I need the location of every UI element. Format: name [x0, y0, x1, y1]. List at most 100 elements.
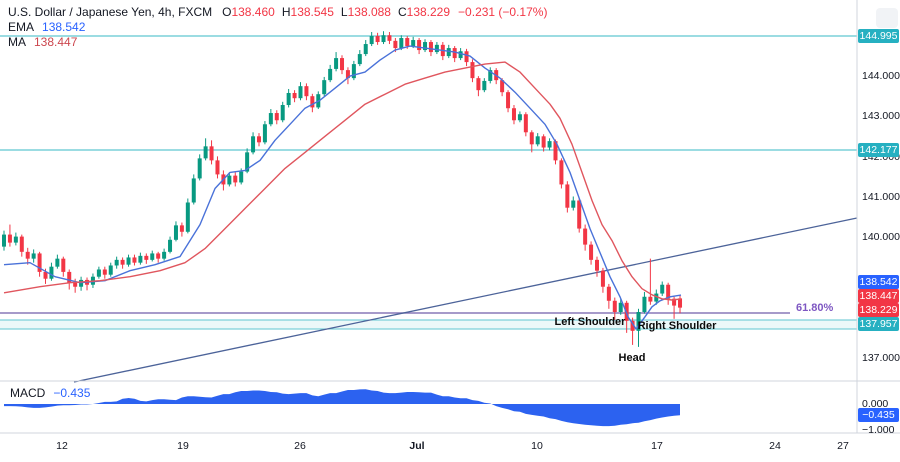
- candle-body: [606, 286, 611, 301]
- candle-body: [256, 136, 261, 143]
- candle-body: [476, 78, 481, 91]
- candle-body: [535, 136, 540, 145]
- candle-body: [482, 80, 487, 91]
- right-shoulder-annotation[interactable]: Right Shoulder: [637, 320, 717, 332]
- candle-body: [2, 234, 6, 247]
- candle-body: [636, 312, 641, 331]
- candle-body: [393, 40, 398, 49]
- price-badge-142177: 142.177: [858, 143, 899, 157]
- price-tick-label: 137.000: [862, 352, 900, 364]
- price-tick-label: 144.000: [862, 70, 900, 82]
- candle-body: [132, 257, 137, 263]
- time-axis-label: 27: [837, 440, 849, 452]
- candle-body: [523, 114, 528, 133]
- candle-body: [286, 92, 291, 106]
- ohlc-close-key: C: [397, 5, 407, 19]
- candle-body: [209, 146, 214, 161]
- macd-label: MACD: [10, 386, 46, 400]
- price-badge-138447: 138.447: [858, 289, 899, 303]
- candle-body: [239, 171, 244, 183]
- candle-body: [13, 236, 18, 243]
- candle-body: [102, 269, 107, 275]
- candle-body: [464, 51, 469, 63]
- price-badge-137957: 137.957: [858, 317, 899, 331]
- candle-body: [162, 251, 167, 259]
- candle-body: [304, 86, 309, 97]
- ema-line: [3, 45, 682, 330]
- candle-body: [55, 258, 60, 267]
- candle-body: [179, 225, 184, 232]
- candle-body: [452, 48, 457, 59]
- candle-body: [589, 244, 594, 260]
- candle-body: [227, 175, 232, 185]
- candle-body: [571, 200, 576, 208]
- candle-body: [428, 42, 433, 53]
- candle-body: [61, 258, 66, 272]
- candle-body: [423, 42, 428, 51]
- candle-body: [25, 251, 30, 259]
- price-tick-label: 0.000: [862, 398, 889, 410]
- candle-body: [322, 80, 327, 95]
- candle-body: [126, 257, 131, 265]
- candle-body: [363, 44, 368, 55]
- candle-body: [387, 35, 392, 41]
- ma-line: [3, 61, 682, 301]
- candle-body: [678, 298, 683, 308]
- candle-body: [541, 136, 546, 148]
- chart-legend: U.S. Dollar / Japanese Yen, 4h, FXCM O 13…: [8, 5, 547, 50]
- candle-body: [96, 269, 101, 277]
- candle-body: [43, 271, 48, 279]
- candle-body: [672, 298, 677, 306]
- candle-body: [351, 64, 356, 79]
- macd-legend-row[interactable]: MACD −0.435: [10, 386, 90, 400]
- head-annotation[interactable]: Head: [618, 352, 646, 364]
- candle-body: [73, 282, 78, 287]
- ema-legend-row[interactable]: EMA 138.542: [8, 20, 547, 34]
- candle-body: [411, 40, 416, 47]
- candle-body: [114, 259, 119, 266]
- ohlc-high-value: 138.545: [290, 5, 334, 19]
- candle-body: [37, 253, 42, 272]
- candle-body: [67, 271, 72, 283]
- candle-body: [500, 80, 505, 93]
- candle-body: [583, 228, 588, 245]
- candle-body: [203, 146, 208, 159]
- ohlc-low-key: L: [340, 5, 348, 19]
- candle-body: [144, 255, 149, 260]
- time-axis-label: 12: [56, 440, 68, 452]
- support-zone: [0, 320, 857, 329]
- ma-legend-row[interactable]: MA 138.447: [8, 35, 547, 49]
- candle-body: [565, 184, 570, 208]
- candle-body: [340, 58, 345, 71]
- price-tick-label: 141.000: [862, 191, 900, 203]
- candle-body: [173, 225, 178, 240]
- candle-body: [446, 48, 451, 57]
- candle-body: [381, 35, 386, 43]
- time-axis-label: Jul: [409, 440, 425, 452]
- ohlc-open-value: 138.460: [231, 5, 275, 19]
- candle-body: [185, 202, 190, 232]
- candle-body: [517, 114, 522, 121]
- price-change: −0.231 (−0.17%): [458, 5, 548, 19]
- time-axis[interactable]: [0, 433, 900, 462]
- macd-value: −0.435: [53, 386, 91, 400]
- left-shoulder-annotation[interactable]: Left Shoulder: [554, 316, 626, 328]
- symbol-legend-row[interactable]: U.S. Dollar / Japanese Yen, 4h, FXCM O 13…: [8, 5, 547, 19]
- candle-body: [138, 255, 143, 263]
- candle-body: [375, 36, 380, 43]
- fib-level-label[interactable]: 61.80%: [796, 302, 834, 314]
- candle-body: [31, 253, 36, 259]
- candle-body: [660, 284, 665, 294]
- candle-body: [600, 270, 605, 287]
- candle-body: [488, 70, 493, 81]
- pane-corner-button[interactable]: [876, 8, 898, 28]
- candle-body: [648, 296, 653, 302]
- candle-body: [120, 259, 125, 265]
- ma-value: 138.447: [34, 35, 78, 49]
- candle-body: [529, 132, 534, 145]
- price-tick-label: 143.000: [862, 110, 900, 122]
- candle-body: [417, 40, 422, 51]
- price-axis[interactable]: [857, 0, 900, 433]
